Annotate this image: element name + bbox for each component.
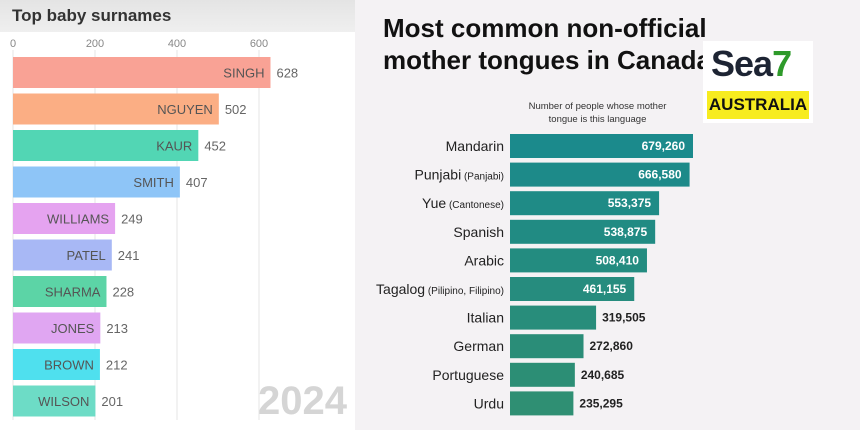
bar-category-label: NGUYEN bbox=[157, 102, 213, 117]
bar-value-label: 407 bbox=[186, 175, 208, 190]
surnames-chart-panel: Top baby surnames 0 200 400 600 SINGH 628 NGUY… bbox=[0, 0, 355, 430]
bar bbox=[510, 162, 690, 187]
bar-value-label: 461,155 bbox=[583, 282, 627, 296]
sea7-australia-logo: Sea7 AUSTRALIA bbox=[703, 41, 813, 123]
chart-header: Top baby surnames bbox=[0, 0, 355, 32]
bar-category-label: SINGH bbox=[223, 66, 264, 81]
bar bbox=[510, 248, 647, 273]
bar-value-label: 508,410 bbox=[596, 253, 640, 267]
bar-category-label: Italian bbox=[467, 310, 504, 326]
bar-value-label: 241 bbox=[118, 248, 140, 263]
x-tick-label: 200 bbox=[86, 38, 104, 50]
bar bbox=[13, 312, 101, 344]
bar-value-label: 553,375 bbox=[608, 196, 652, 210]
bar-value-label: 212 bbox=[106, 358, 128, 373]
chart-title: Top baby surnames bbox=[12, 6, 172, 25]
bar-category-label: SMITH bbox=[133, 175, 173, 190]
bar-category-label: German bbox=[453, 338, 504, 354]
bar-value-label: 319,505 bbox=[602, 311, 646, 325]
bar-value-label: 538,875 bbox=[604, 225, 648, 239]
bar bbox=[13, 276, 107, 307]
bar-category-label: Punjabi (Panjabi) bbox=[414, 167, 504, 183]
bar bbox=[13, 349, 100, 380]
bar-value-label: 235,295 bbox=[579, 396, 623, 410]
bar-value-label: 240,685 bbox=[581, 368, 625, 382]
bar-category-label: Portuguese bbox=[432, 367, 504, 383]
mother-tongues-chart-panel: Most common non-official mother tongues … bbox=[355, 0, 860, 430]
bar-value-label: 452 bbox=[204, 139, 226, 154]
bar bbox=[510, 362, 575, 387]
bar-category-label: WILSON bbox=[38, 394, 89, 409]
x-tick-label: 400 bbox=[168, 38, 186, 50]
surnames-bar-chart: 0 200 400 600 SINGH 628 NGUYEN 502 KAUR 452 SMITH 4… bbox=[10, 38, 298, 420]
bar bbox=[13, 239, 112, 271]
bar bbox=[510, 219, 656, 244]
year-label: 2024 bbox=[258, 379, 347, 423]
mother-tongues-bar-chart: Mandarin 679,260 Punjabi (Panjabi) 666,580 Y… bbox=[376, 134, 693, 416]
bar bbox=[13, 203, 116, 234]
bar-category-label: JONES bbox=[51, 321, 95, 336]
bar-value-label: 201 bbox=[101, 394, 123, 409]
bar-category-label: WILLIAMS bbox=[47, 212, 109, 227]
bar bbox=[510, 191, 660, 216]
bar-value-label: 249 bbox=[121, 212, 143, 227]
bar-value-label: 679,260 bbox=[642, 139, 686, 153]
bar-category-label: Tagalog (Pilipino, Filipino) bbox=[376, 281, 504, 297]
logo-brand: Sea7 bbox=[711, 43, 792, 84]
x-tick-label: 0 bbox=[10, 38, 16, 50]
bar-category-label: PATEL bbox=[67, 248, 106, 263]
bar-value-label: 666,580 bbox=[638, 168, 682, 182]
bar bbox=[510, 134, 693, 158]
chart-subtitle: Number of people whose mother tongue is … bbox=[528, 101, 667, 125]
bar bbox=[13, 166, 180, 198]
bar-category-label: KAUR bbox=[156, 139, 192, 154]
bar bbox=[13, 93, 219, 125]
bar-category-label: Mandarin bbox=[446, 138, 504, 154]
chart-title: Most common non-official mother tongues … bbox=[383, 13, 711, 75]
bar-value-label: 213 bbox=[106, 321, 128, 336]
bar bbox=[510, 334, 584, 359]
bar bbox=[13, 57, 271, 88]
bar bbox=[13, 130, 199, 161]
bar bbox=[510, 277, 635, 301]
bar-category-label: BROWN bbox=[44, 358, 94, 373]
bar-category-label: Yue (Cantonese) bbox=[422, 195, 504, 211]
bar-category-label: SHARMA bbox=[45, 285, 101, 300]
bar-value-label: 502 bbox=[225, 102, 247, 117]
bar-value-label: 272,860 bbox=[590, 339, 634, 353]
bar-value-label: 628 bbox=[276, 66, 298, 81]
bar-category-label: Urdu bbox=[474, 395, 504, 411]
bar-category-label: Spanish bbox=[453, 224, 504, 240]
bar-category-label: Arabic bbox=[464, 252, 504, 268]
bar bbox=[510, 391, 574, 416]
bar-value-label: 228 bbox=[112, 285, 134, 300]
bar bbox=[510, 305, 597, 330]
bar bbox=[13, 385, 96, 417]
x-tick-label: 600 bbox=[250, 38, 268, 50]
logo-tagline: AUSTRALIA bbox=[707, 91, 809, 119]
